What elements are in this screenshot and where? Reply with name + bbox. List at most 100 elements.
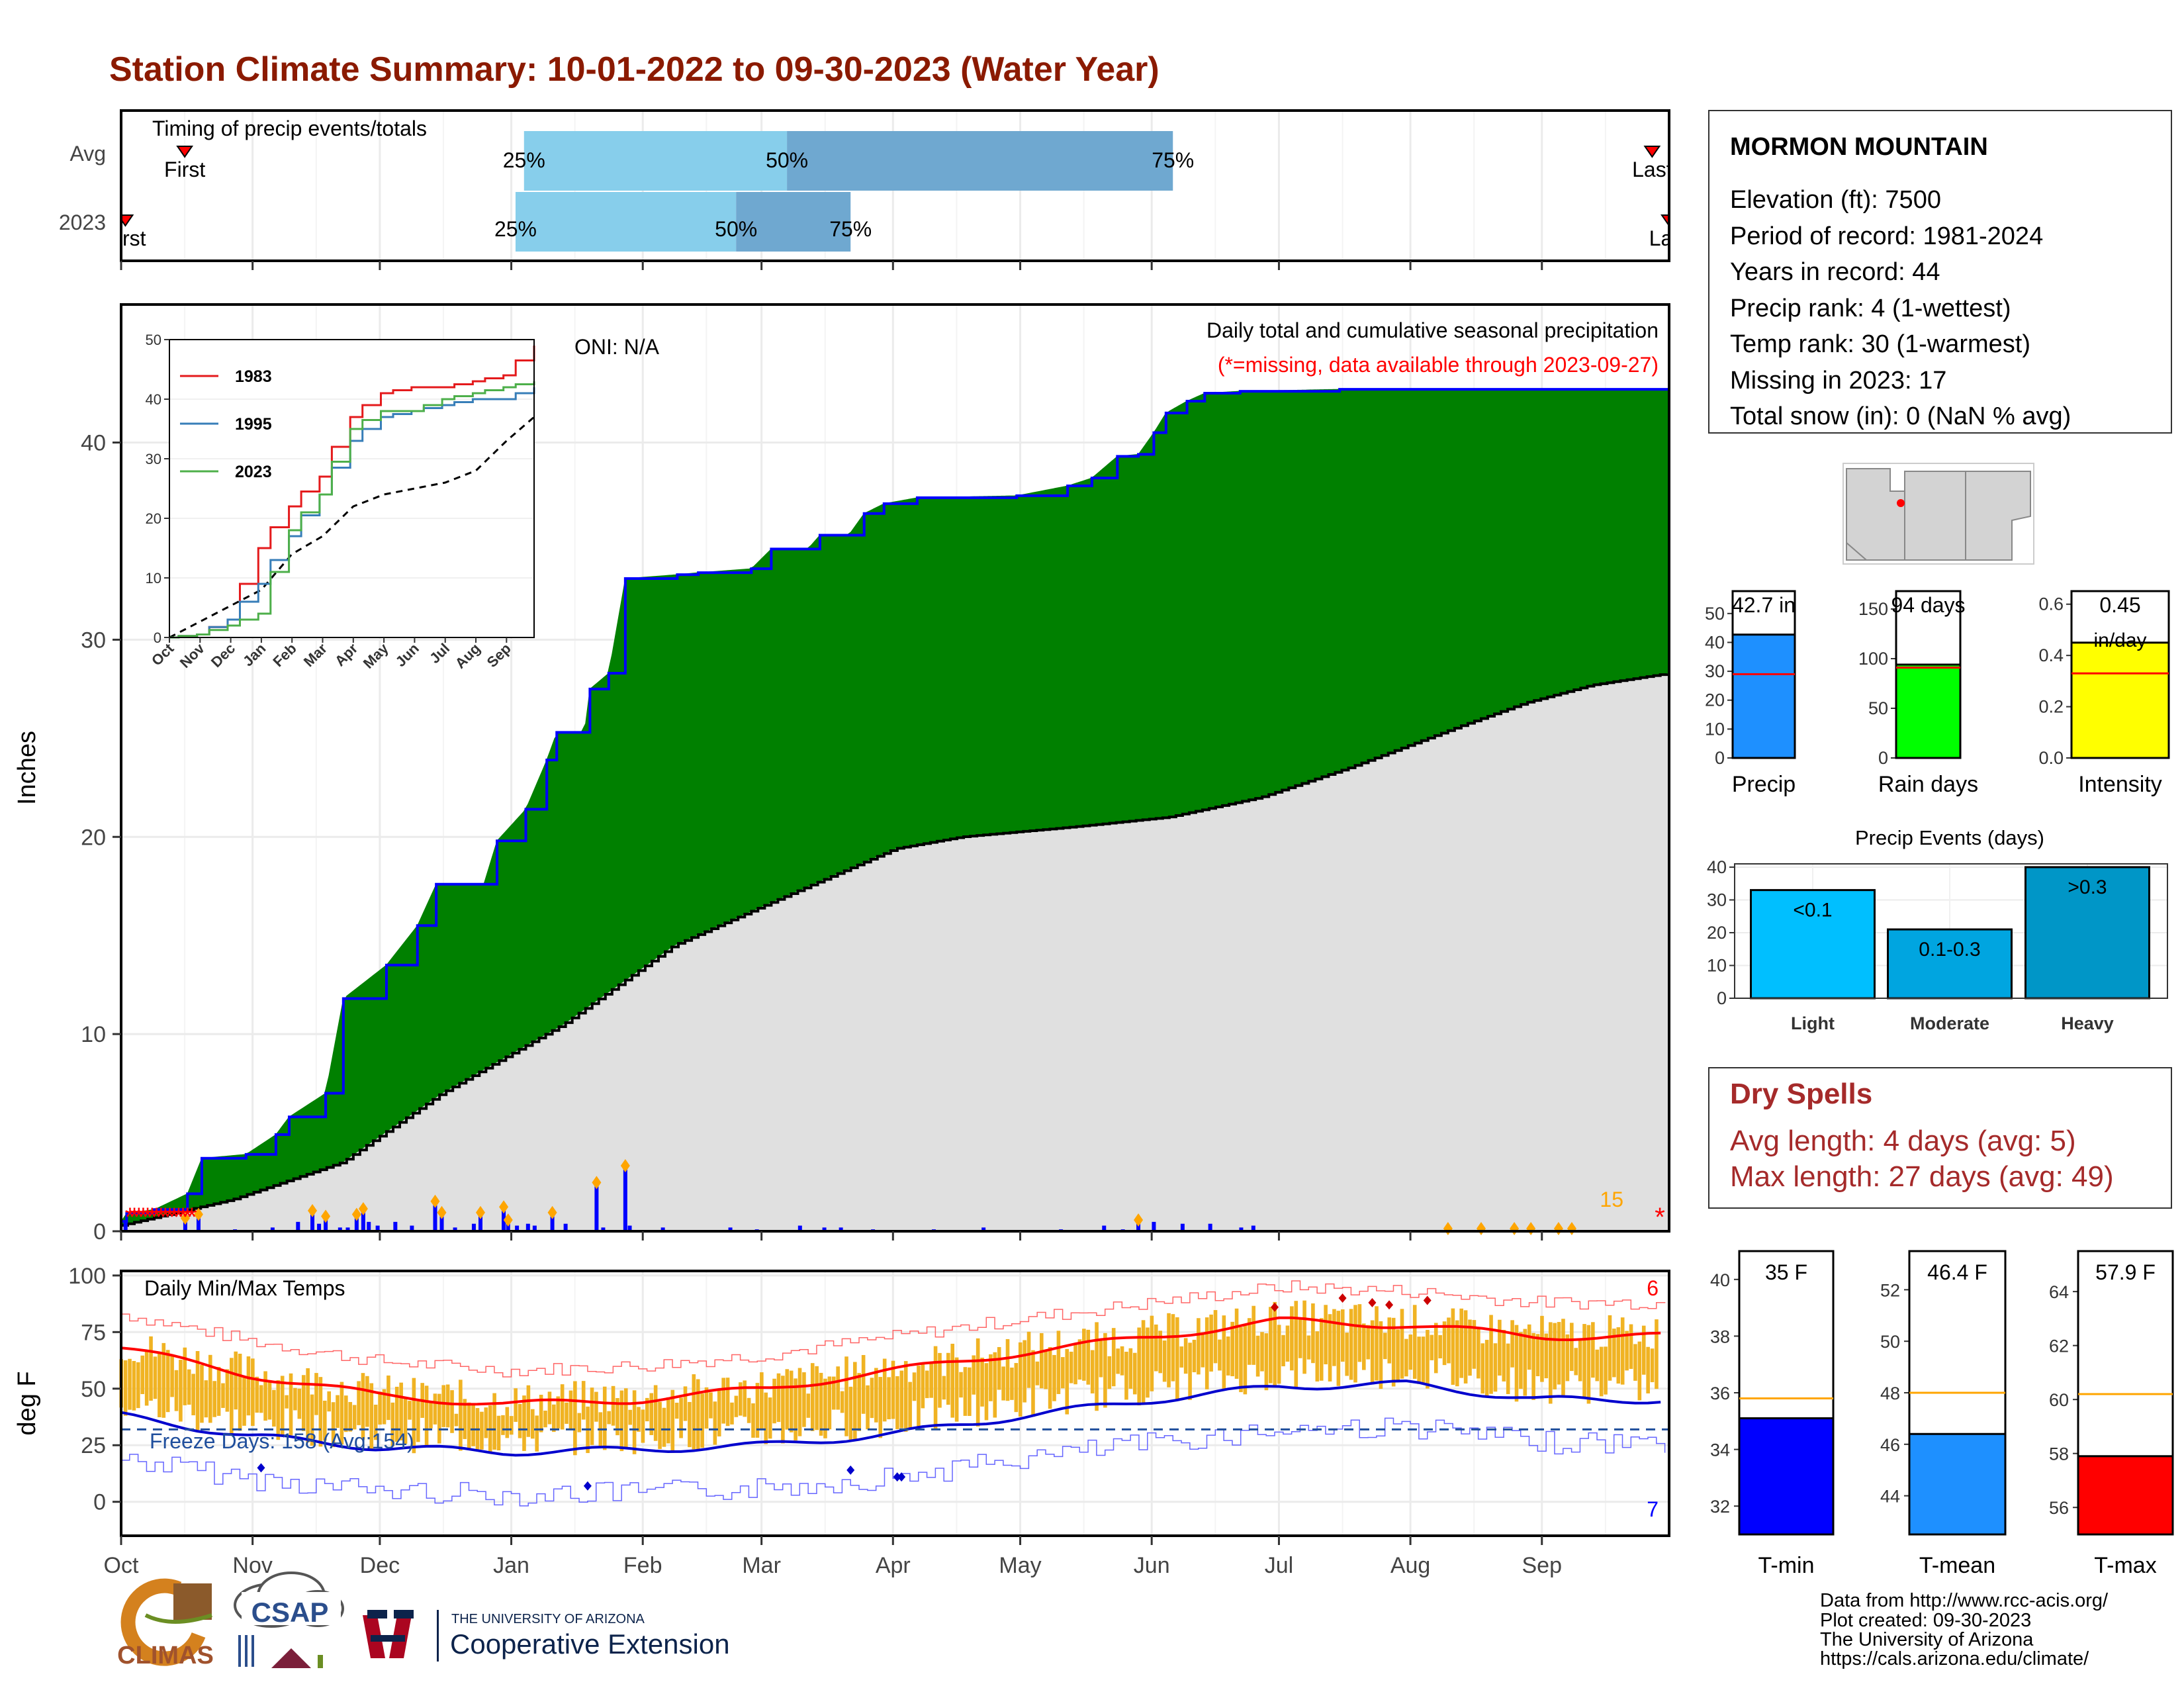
daily-temp-bar <box>429 1401 433 1429</box>
heavy-event-marker <box>308 1203 318 1217</box>
daily-temp-bar <box>781 1376 785 1444</box>
daily-temp-bar <box>1222 1315 1226 1389</box>
heavy-event-marker <box>193 1207 203 1221</box>
daily-temp-bar <box>887 1377 891 1420</box>
events-y-tick-label: 30 <box>1707 890 1727 910</box>
mini-y-tick-label: 0.6 <box>2038 594 2064 614</box>
daily-temp-bar <box>806 1393 811 1418</box>
daily-temp-bar <box>1641 1325 1646 1375</box>
daily-precip-bar <box>502 1207 506 1231</box>
daily-temp-bar <box>815 1366 819 1430</box>
x-tick-label: Dec <box>360 1553 400 1578</box>
missing-day-marker: * <box>134 1203 144 1232</box>
timing-bar-25-50 <box>515 192 737 252</box>
daily-temp-bar <box>1574 1348 1578 1376</box>
daily-temp-bar <box>1468 1319 1472 1376</box>
daily-temp-bar <box>1637 1341 1642 1401</box>
daily-temp-bar <box>912 1372 917 1401</box>
daily-temp-bar <box>331 1402 336 1448</box>
daily-temp-bar <box>772 1378 776 1424</box>
daily-temp-bar <box>195 1350 200 1430</box>
daily-temp-bar <box>132 1361 136 1411</box>
daily-temp-bar <box>794 1378 797 1441</box>
missing-day-marker: * <box>142 1203 153 1232</box>
inset-y-tick-label: 30 <box>146 451 161 467</box>
daily-temp-bar <box>437 1393 441 1444</box>
daily-temp-bar <box>1073 1343 1077 1385</box>
missing-note: (*=missing, data available through 2023-… <box>1218 353 1659 377</box>
daily-temp-bar <box>602 1386 607 1450</box>
daily-temp-bar <box>882 1358 887 1422</box>
missing-day-marker: * <box>1655 1203 1665 1232</box>
daily-temp-bar <box>831 1376 836 1410</box>
temp-panel-label: Daily Min/Max Temps <box>144 1276 345 1300</box>
daily-temp-bar <box>301 1375 306 1431</box>
daily-temp-bar <box>857 1373 862 1431</box>
daily-temp-bar <box>1582 1324 1586 1398</box>
mini-bar-unit: in/day <box>2093 630 2146 651</box>
daily-temp-bar <box>1082 1329 1086 1381</box>
daily-precip-bar <box>324 1216 328 1231</box>
csap-text: CSAP <box>251 1597 329 1628</box>
daily-temp-bar <box>1039 1333 1044 1389</box>
dry-spells-box: Dry Spells Avg length: 4 days (avg: 5) M… <box>1708 1067 2172 1209</box>
daily-temp-bar <box>666 1397 670 1444</box>
daily-temp-bar <box>785 1369 790 1430</box>
daily-temp-bar <box>382 1389 387 1425</box>
y-tick-label: 0 <box>93 1219 106 1244</box>
x-tick-label: Jan <box>493 1553 529 1578</box>
daily-temp-bar <box>1281 1335 1285 1367</box>
inset-legend-label: 1995 <box>235 415 272 434</box>
daily-temp-bar <box>1315 1331 1320 1382</box>
daily-temp-bar <box>1531 1333 1535 1400</box>
missing-count: 15 <box>1600 1188 1623 1211</box>
mini-bar-value <box>1731 633 1796 759</box>
station-line-missing: Missing in 2023: 17 <box>1730 367 1946 395</box>
daily-temp-bar <box>615 1398 619 1436</box>
freeze-days: Freeze Days: 158 (Avg:154) <box>150 1429 414 1453</box>
missing-day-marker: * <box>187 1203 197 1232</box>
daily-temp-bar <box>1540 1315 1544 1382</box>
daily-temp-bar <box>1451 1308 1455 1385</box>
missing-day-marker: * <box>147 1203 158 1232</box>
x-tick-label: Sep <box>1522 1553 1563 1578</box>
inset-y-tick-label: 50 <box>146 332 161 348</box>
daily-temp-bar <box>259 1385 263 1413</box>
daily-temp-bar <box>246 1356 251 1416</box>
x-tick-label: May <box>999 1553 1041 1578</box>
footer-plot-created: Plot created: 09-30-2023 <box>1820 1610 2031 1631</box>
daily-temp-bar <box>1612 1329 1616 1378</box>
average-max-temp-line <box>120 1316 1661 1406</box>
events-category-label: Heavy <box>2061 1013 2114 1033</box>
daily-temp-bar <box>713 1401 717 1445</box>
daily-temp-bar <box>390 1402 395 1446</box>
daily-temp-bar <box>1302 1300 1306 1374</box>
mini-y-tick-label: 150 <box>1858 599 1888 619</box>
mini-temp-y-tick-label: 62 <box>2049 1336 2069 1356</box>
events-bar-moderate <box>1887 928 2013 1000</box>
daily-temp-bar <box>739 1382 743 1416</box>
daily-temp-bar <box>946 1352 950 1405</box>
daily-temp-bar <box>1311 1303 1315 1364</box>
daily-temp-bar <box>285 1395 289 1409</box>
station-location-marker <box>1897 499 1905 507</box>
daily-temp-bar <box>1616 1327 1621 1384</box>
daily-temp-bar <box>424 1385 429 1446</box>
daily-temp-bar <box>827 1376 832 1430</box>
daily-precip-bar <box>478 1212 482 1231</box>
daily-temp-bar <box>637 1407 641 1432</box>
daily-temp-bar <box>1493 1343 1498 1392</box>
timing-pct-label: 25% <box>503 148 545 172</box>
daily-temp-bar <box>1260 1332 1264 1372</box>
observed-cumulative-line <box>121 388 1669 1223</box>
daily-temp-bar <box>1519 1332 1523 1389</box>
daily-temp-bar <box>1599 1346 1604 1397</box>
daily-temp-bar <box>1239 1327 1243 1393</box>
daily-temp-bar <box>819 1372 823 1436</box>
daily-temp-bar <box>619 1390 624 1452</box>
daily-temp-bar <box>179 1360 183 1422</box>
daily-temp-bar <box>1523 1329 1527 1396</box>
daily-precip-bar <box>296 1221 300 1231</box>
temp-y-tick-label: 50 <box>81 1377 106 1402</box>
daily-temp-bar <box>123 1360 128 1416</box>
